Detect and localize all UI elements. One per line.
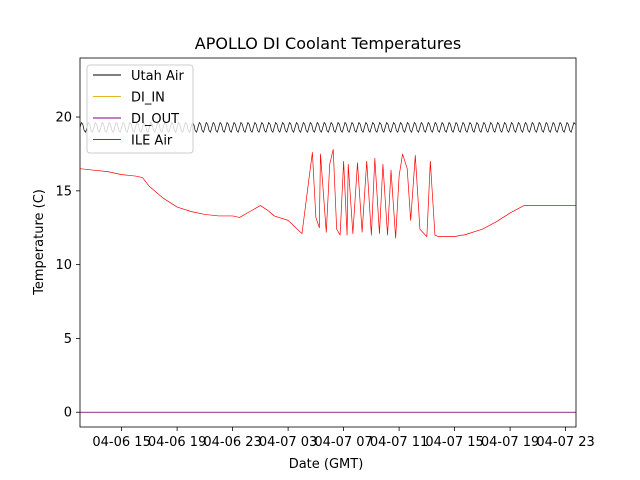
y-tick-label: 5 — [64, 332, 72, 347]
x-tick-label: 04-07 03 — [259, 435, 317, 450]
y-axis: 0 5 10 15 20 — [55, 111, 80, 421]
x-axis-label: Date (GMT) — [289, 457, 364, 472]
legend-label: Utah Air — [131, 69, 184, 84]
plot-frame — [79, 57, 577, 428]
x-tick-label: 04-07 11 — [370, 435, 428, 450]
y-axis-label: Temperature (C) — [32, 189, 47, 296]
legend: Utah Air DI_IN DI_OUT ILE Air — [86, 64, 194, 154]
legend-box — [86, 64, 194, 154]
legend-label: ILE Air — [131, 134, 173, 149]
x-tick-label: 04-07 23 — [536, 435, 594, 450]
y-tick-label: 15 — [55, 184, 72, 199]
x-tick-label: 04-06 19 — [148, 435, 206, 450]
series-line-ile-air — [79, 149, 576, 239]
x-tick-label: 04-07 15 — [425, 435, 483, 450]
legend-label: DI_IN — [131, 91, 165, 106]
x-tick-label: 04-06 23 — [203, 435, 261, 450]
x-tick-label: 04-07 07 — [314, 435, 372, 450]
y-tick-label: 20 — [55, 111, 72, 126]
legend-label: DI_OUT — [131, 112, 179, 127]
x-tick-label: 04-07 19 — [481, 435, 539, 450]
chart-title: APOLLO DI Coolant Temperatures — [195, 34, 461, 53]
y-tick-label: 10 — [55, 258, 72, 273]
x-tick-label: 04-06 15 — [92, 435, 150, 450]
y-tick-label: 0 — [64, 406, 72, 421]
